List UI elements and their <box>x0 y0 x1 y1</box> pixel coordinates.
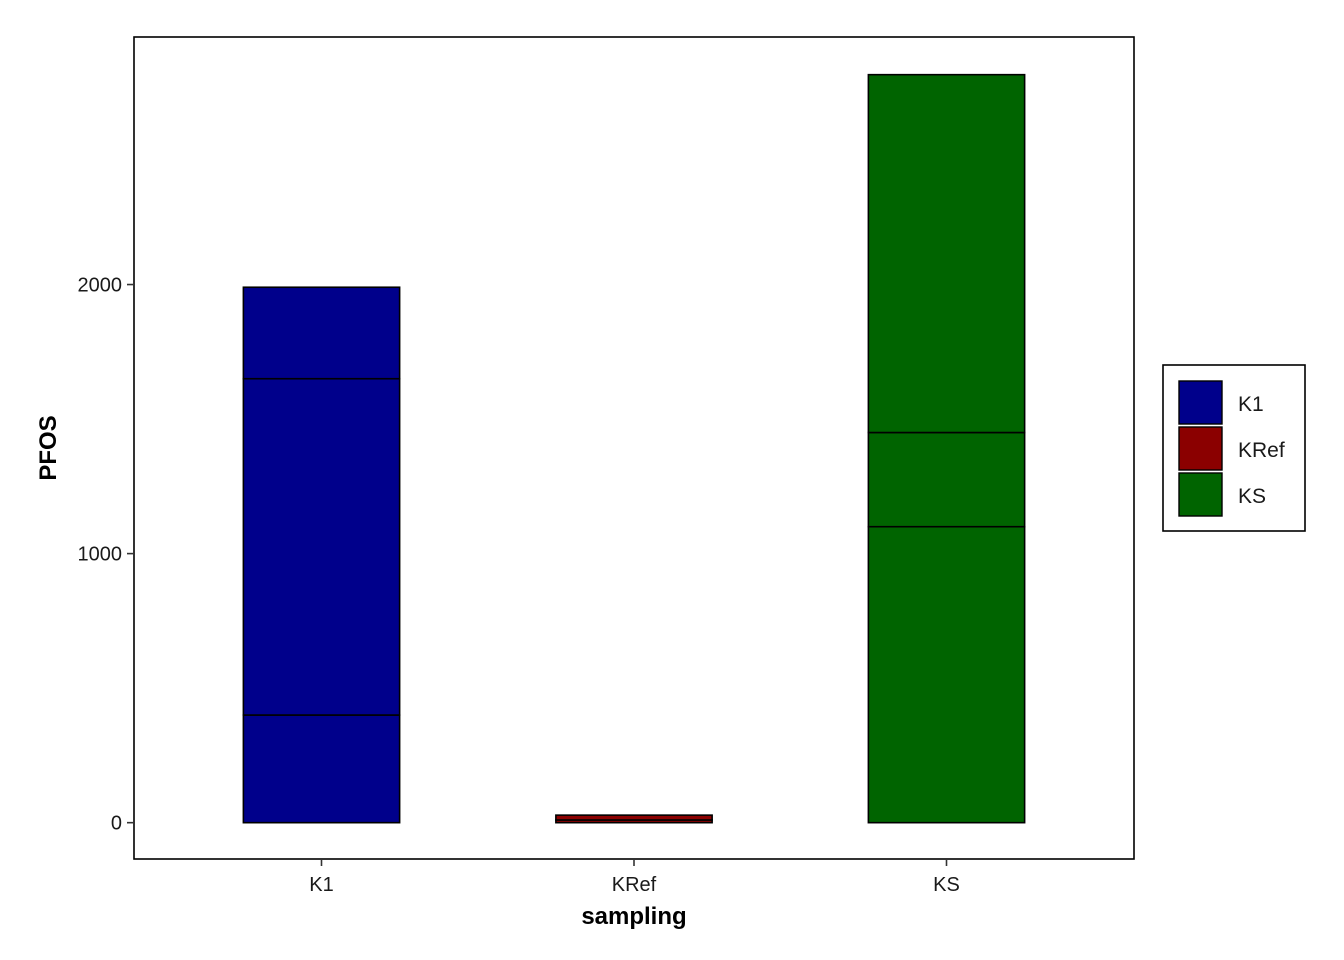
bar-segment-k1-2 <box>242 377 401 716</box>
bars <box>242 73 1026 824</box>
legend-label-kref: KRef <box>1238 439 1285 462</box>
legend-items: K1 KRef KS <box>1178 380 1285 517</box>
bar-segment-k1-3 <box>242 286 401 380</box>
y-tick-label: 2000 <box>78 275 123 297</box>
legend-label-k1: K1 <box>1238 393 1264 416</box>
x-tick-label-kref: KRef <box>612 874 657 896</box>
bar-segment-ks-3 <box>867 73 1026 434</box>
x-axis: K1 KRef KS <box>309 859 960 896</box>
legend: K1 KRef KS <box>1162 364 1306 532</box>
y-tick-label: 1000 <box>78 544 123 566</box>
legend-label-ks: KS <box>1238 485 1266 508</box>
legend-key-k1 <box>1178 380 1223 425</box>
y-axis-title: PFOS <box>35 415 62 480</box>
y-tick-label: 0 <box>111 813 122 835</box>
bar-segment-k1-1 <box>242 714 401 824</box>
x-tick-label-k1: K1 <box>309 874 333 896</box>
y-axis: 0 1000 2000 <box>78 275 134 835</box>
bar-segment-kref-2 <box>555 814 713 821</box>
legend-key-kref <box>1178 426 1223 471</box>
x-tick-label-ks: KS <box>933 874 960 896</box>
bar-segment-ks-1 <box>867 525 1026 824</box>
bar-segment-ks-2 <box>867 431 1026 528</box>
x-axis-title: sampling <box>581 903 686 930</box>
legend-key-ks <box>1178 472 1223 517</box>
